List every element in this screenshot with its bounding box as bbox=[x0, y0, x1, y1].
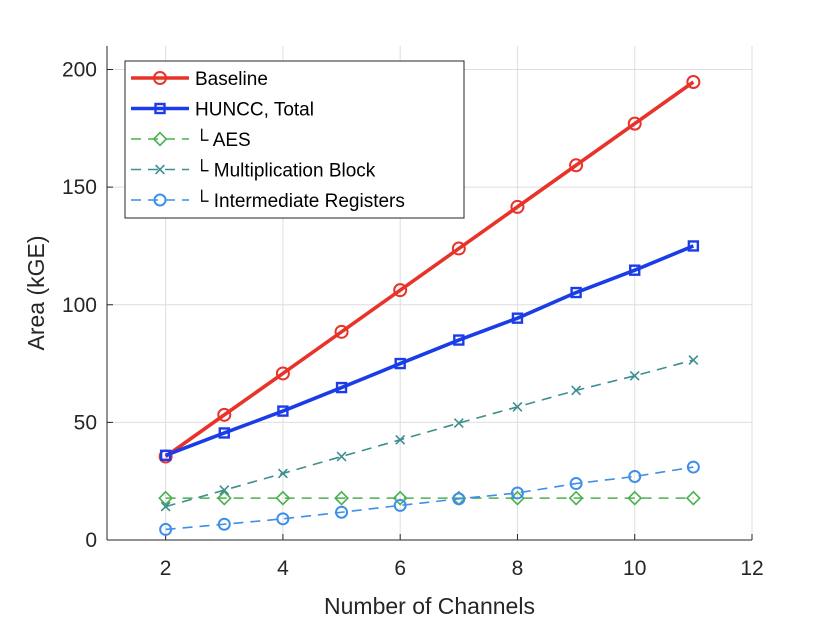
x-tick-label: 4 bbox=[277, 557, 289, 580]
data-point bbox=[393, 283, 408, 298]
y-axis-label: Area (kGE) bbox=[23, 235, 49, 350]
data-point bbox=[569, 158, 584, 173]
legend-box bbox=[124, 60, 465, 219]
data-point bbox=[276, 512, 290, 526]
data-point bbox=[335, 381, 348, 394]
legend-marker bbox=[153, 193, 167, 207]
data-point bbox=[219, 485, 230, 496]
y-tick-label: 100 bbox=[62, 294, 97, 317]
data-point bbox=[686, 460, 700, 474]
data-point bbox=[159, 449, 172, 462]
series-group bbox=[158, 74, 701, 536]
data-point bbox=[452, 492, 466, 506]
data-point bbox=[336, 451, 347, 462]
data-point bbox=[395, 434, 406, 445]
x-tick-label: 10 bbox=[623, 557, 646, 580]
data-point bbox=[160, 501, 171, 512]
legend: Baseline HUNCC, Total └ AES └ Multiplicatio… bbox=[124, 60, 465, 219]
data-point bbox=[628, 469, 642, 483]
data-point bbox=[627, 116, 642, 131]
data-point bbox=[510, 199, 525, 214]
data-point bbox=[216, 490, 232, 506]
legend-entry: └ Intermediate Registers bbox=[195, 189, 405, 212]
x-tick-label: 12 bbox=[740, 557, 763, 580]
legend-entry: HUNCC, Total bbox=[195, 100, 314, 121]
data-point bbox=[334, 490, 350, 506]
data-point bbox=[217, 517, 231, 531]
y-tick-label: 200 bbox=[62, 59, 97, 82]
data-point bbox=[218, 427, 230, 439]
data-point bbox=[570, 286, 582, 299]
data-point bbox=[275, 490, 291, 506]
legend-marker bbox=[153, 71, 167, 85]
data-point bbox=[510, 486, 524, 500]
series-line bbox=[165, 466, 694, 531]
series-3 bbox=[160, 355, 699, 512]
data-point bbox=[512, 401, 523, 412]
data-point bbox=[393, 498, 407, 512]
data-point bbox=[392, 490, 408, 506]
data-point bbox=[334, 324, 349, 339]
x-tick-label: 2 bbox=[160, 557, 172, 580]
series-2 bbox=[158, 490, 701, 506]
data-point bbox=[159, 522, 173, 536]
series-1 bbox=[159, 240, 700, 462]
data-point bbox=[451, 241, 466, 256]
series-line bbox=[165, 359, 694, 508]
data-point bbox=[568, 490, 584, 506]
data-point bbox=[571, 385, 582, 396]
y-tick-label: 150 bbox=[62, 176, 97, 199]
data-point bbox=[629, 264, 641, 276]
data-point bbox=[685, 490, 701, 506]
data-point bbox=[158, 490, 174, 506]
data-point bbox=[629, 370, 640, 381]
data-point bbox=[335, 505, 349, 519]
data-point bbox=[687, 240, 700, 252]
y-tick-label: 50 bbox=[74, 411, 97, 434]
data-point bbox=[453, 334, 465, 346]
data-point bbox=[394, 357, 406, 370]
data-point bbox=[686, 74, 701, 89]
data-point bbox=[277, 468, 288, 479]
series-line bbox=[164, 80, 695, 458]
x-tick-label: 8 bbox=[512, 557, 524, 580]
legend-marker bbox=[154, 102, 166, 115]
data-point bbox=[453, 418, 464, 429]
data-point bbox=[511, 312, 524, 324]
legend-entry: └ Multiplication Block bbox=[195, 159, 376, 182]
data-point bbox=[275, 366, 290, 381]
legend-marker bbox=[155, 164, 165, 175]
series-line bbox=[164, 244, 695, 457]
legend-entry: └ AES bbox=[195, 128, 251, 151]
x-tick-label: 6 bbox=[394, 557, 406, 580]
data-point bbox=[627, 490, 643, 506]
y-tick-label: 0 bbox=[85, 529, 97, 552]
data-point bbox=[277, 405, 289, 417]
data-point bbox=[217, 407, 232, 422]
data-point bbox=[569, 477, 583, 491]
data-point bbox=[688, 355, 699, 366]
legend-entry: Baseline bbox=[195, 69, 268, 90]
x-axis-label: Number of Channels bbox=[324, 593, 535, 619]
x-tick-labels: 2 4 6 8 10 12 bbox=[160, 557, 764, 580]
y-tick-labels: 0 50 100 150 200 bbox=[62, 59, 97, 552]
legend-marker bbox=[152, 131, 168, 147]
series-4 bbox=[159, 460, 700, 536]
